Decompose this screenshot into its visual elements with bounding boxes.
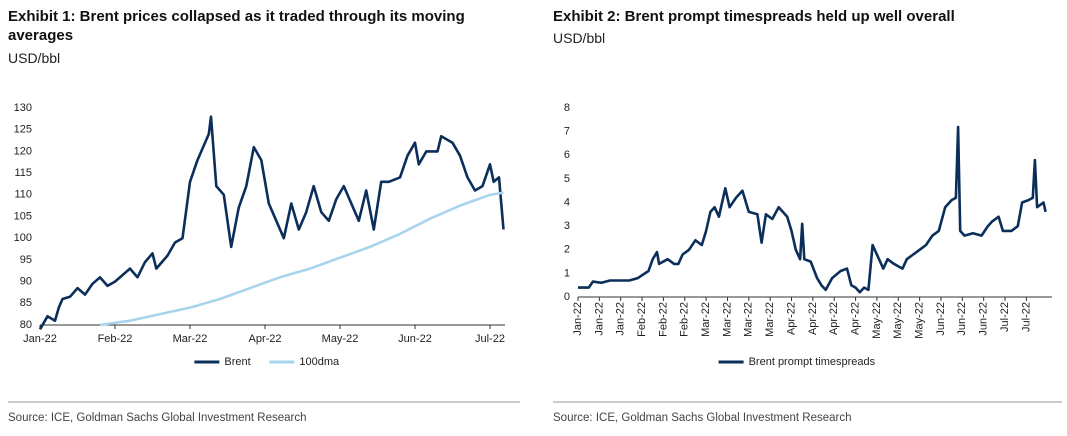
source: Source: ICE, Goldman Sachs Global Invest… xyxy=(8,412,307,424)
x-tick-label: Jan-22 xyxy=(572,302,584,336)
y-tick-label: 115 xyxy=(14,167,32,179)
y-tick-label: 2 xyxy=(564,244,570,256)
x-tick-label: Jul-22 xyxy=(475,333,505,345)
series-line xyxy=(578,125,1047,294)
y-tick-label: 105 xyxy=(14,210,32,222)
chart-subtitle: USD/bbl xyxy=(553,30,606,46)
x-tick-label: Mar-22 xyxy=(721,302,733,337)
x-tick-label: Mar-22 xyxy=(700,302,712,337)
x-tick-label: Jan-22 xyxy=(593,302,605,336)
y-tick-label: 125 xyxy=(14,124,32,136)
y-tick-label: 1 xyxy=(564,267,570,279)
x-tick-label: Apr-22 xyxy=(807,302,819,335)
y-tick-label: 85 xyxy=(20,297,32,309)
chart-subtitle: USD/bbl xyxy=(8,50,61,66)
legend-label: 100dma xyxy=(299,356,340,368)
y-tick-label: 110 xyxy=(14,189,32,201)
y-tick-label: 130 xyxy=(14,102,32,114)
x-tick-label: Mar-22 xyxy=(173,333,208,345)
x-tick-label: May-22 xyxy=(914,302,926,339)
x-tick-label: Feb-22 xyxy=(657,302,669,337)
y-tick-label: 95 xyxy=(20,254,32,266)
y-tick-label: 80 xyxy=(20,319,32,331)
y-tick-label: 4 xyxy=(564,196,570,208)
x-tick-label: Apr-22 xyxy=(849,302,861,335)
series-line xyxy=(99,191,504,327)
y-tick-label: 90 xyxy=(20,276,32,288)
x-tick-label: Jul-22 xyxy=(1020,302,1032,332)
x-tick-label: Feb-22 xyxy=(679,302,691,337)
y-tick-label: 100 xyxy=(14,232,32,244)
chart-title: Exhibit 2: Brent prompt timespreads held… xyxy=(553,8,955,25)
y-tick-label: 7 xyxy=(564,126,570,138)
x-tick-label: Jun-22 xyxy=(956,302,968,336)
y-tick-label: 5 xyxy=(564,173,570,185)
legend-label: Brent prompt timespreads xyxy=(749,356,876,368)
x-tick-label: May-22 xyxy=(322,333,359,345)
x-tick-label: May-22 xyxy=(892,302,904,339)
x-tick-label: Jun-22 xyxy=(935,302,947,336)
x-tick-label: Apr-22 xyxy=(248,333,281,345)
chart-title: Exhibit 1: Brent prices collapsed as it … xyxy=(8,8,465,44)
x-tick-label: Feb-22 xyxy=(636,302,648,337)
x-tick-label: Jan-22 xyxy=(615,302,627,336)
x-tick-label: Jan-22 xyxy=(23,333,57,345)
source: Source: ICE, Goldman Sachs Global Invest… xyxy=(553,412,852,424)
x-tick-label: Mar-22 xyxy=(743,302,755,337)
legend-label: Brent xyxy=(224,356,250,368)
x-tick-label: Jun-22 xyxy=(398,333,432,345)
y-tick-label: 0 xyxy=(564,291,570,303)
y-tick-label: 8 xyxy=(564,102,570,114)
x-tick-label: Feb-22 xyxy=(98,333,133,345)
x-tick-label: May-22 xyxy=(871,302,883,339)
x-tick-label: Apr-22 xyxy=(828,302,840,335)
series-line xyxy=(38,115,505,330)
x-tick-label: Apr-22 xyxy=(785,302,797,335)
x-tick-label: Jul-22 xyxy=(999,302,1011,332)
y-tick-label: 3 xyxy=(564,220,570,232)
y-tick-label: 120 xyxy=(14,145,32,157)
x-tick-label: Mar-22 xyxy=(764,302,776,337)
x-tick-label: Jun-22 xyxy=(978,302,990,336)
y-tick-label: 6 xyxy=(564,149,570,161)
